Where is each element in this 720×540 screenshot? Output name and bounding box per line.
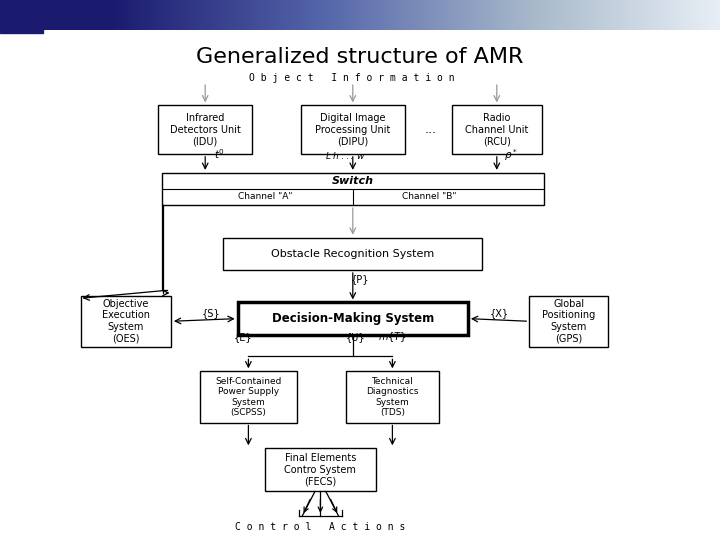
Bar [199, 372, 297, 422]
Text: O b j e c t   I n f o r m a t i o n: O b j e c t I n f o r m a t i o n [248, 73, 454, 83]
Bar [81, 296, 171, 347]
Text: Switch: Switch [332, 176, 374, 186]
Text: Channel "A": Channel "A" [238, 192, 292, 201]
Bar [223, 238, 482, 270]
Text: Final Elements
Contro System
(FECS): Final Elements Contro System (FECS) [284, 453, 356, 487]
Text: Global
Positioning
System
(GPS): Global Positioning System (GPS) [542, 299, 595, 343]
Text: {E}: {E} [234, 332, 253, 342]
Bar [452, 105, 541, 154]
Text: Obstacle Recognition System: Obstacle Recognition System [271, 249, 434, 259]
Bar [265, 448, 376, 491]
Bar [301, 105, 405, 154]
Text: $\rho^*$: $\rho^*$ [504, 147, 518, 163]
Text: {P}: {P} [351, 274, 369, 285]
Text: Generalized structure of AMR: Generalized structure of AMR [197, 46, 523, 67]
Text: $t^0$: $t^0$ [214, 147, 225, 161]
Text: Self-Contained
Power Supply
System
(SCPSS): Self-Contained Power Supply System (SCPS… [215, 377, 282, 417]
Bar [346, 372, 439, 422]
Text: {X}: {X} [490, 308, 509, 318]
Text: Channel "B": Channel "B" [402, 192, 456, 201]
Text: $L\;h\;...\;w$: $L\;h\;...\;w$ [325, 150, 366, 161]
Bar [238, 302, 468, 335]
Bar [162, 173, 544, 205]
Text: $m\{T\}$: $m\{T\}$ [378, 330, 407, 344]
Text: Radio
Channel Unit
(RCU): Radio Channel Unit (RCU) [465, 113, 528, 146]
Text: Infrared
Detectors Unit
(IDU): Infrared Detectors Unit (IDU) [170, 113, 240, 146]
Text: Objective
Execution
System
(OES): Objective Execution System (OES) [102, 299, 150, 343]
Text: C o n t r o l   A c t i o n s: C o n t r o l A c t i o n s [235, 522, 405, 531]
Text: Technical
Diagnostics
System
(TDS): Technical Diagnostics System (TDS) [366, 377, 418, 417]
Bar [0, 0, 43, 32]
Bar [158, 105, 252, 154]
Text: {U}: {U} [346, 332, 365, 342]
Bar [529, 296, 608, 347]
Text: ...: ... [425, 123, 436, 136]
Text: Digital Image
Processing Unit
(DIPU): Digital Image Processing Unit (DIPU) [315, 113, 390, 146]
Text: Decision-Making System: Decision-Making System [271, 312, 434, 325]
Text: {S}: {S} [202, 308, 220, 318]
